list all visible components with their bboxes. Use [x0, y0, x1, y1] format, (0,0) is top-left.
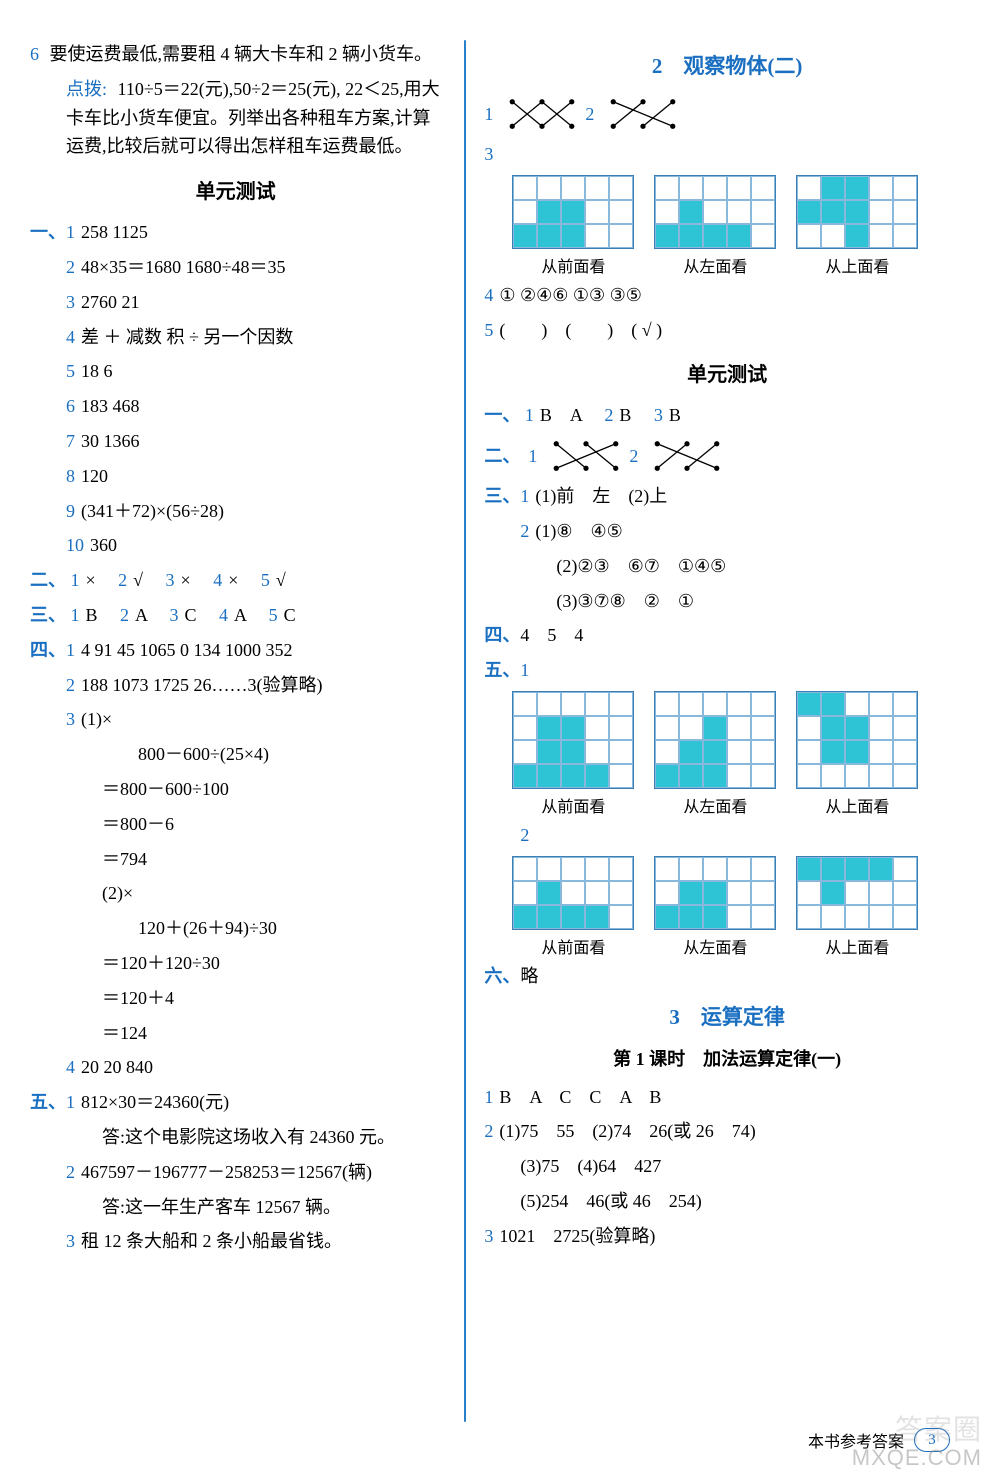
q6-text: 要使运费最低,需要租 4 辆大卡车和 2 辆小货车。: [50, 44, 433, 64]
grid-block: 从前面看: [512, 175, 634, 277]
cross-diagram-1: [507, 94, 577, 134]
sec1-row1: 一、1258 1125: [30, 218, 441, 247]
grid-caption: 从前面看: [541, 793, 605, 817]
grid-block: 从左面看: [654, 175, 776, 277]
grid-block: 从上面看: [796, 691, 918, 817]
cross-diagram-4: [652, 436, 722, 476]
sec2: 二、 1× 2√ 3× 4× 5√: [30, 566, 441, 595]
sec3: 三、 1B 2A 3C 4A 5C: [30, 601, 441, 630]
cross-diagram-2: [608, 94, 678, 134]
q3-grids: 从前面看 从左面看 从上面看: [512, 175, 970, 277]
grid-caption: 从左面看: [683, 934, 747, 958]
left-column: 6 要使运费最低,需要租 4 辆大卡车和 2 辆小货车。 点拨: 110÷5＝2…: [30, 40, 456, 1422]
grid-caption: 从左面看: [683, 253, 747, 277]
unit-test-title-right: 单元测试: [484, 358, 970, 387]
cross-diagram-3: [551, 436, 621, 476]
grid-block: 从前面看: [512, 856, 634, 958]
grid-block: 从上面看: [796, 175, 918, 277]
q6-hint: 点拨: 110÷5＝22(元),50÷2＝25(元), 22＜25,用大卡车比小…: [30, 75, 441, 161]
column-divider: [464, 40, 466, 1422]
grid-block: 从前面看: [512, 691, 634, 817]
grid-block: 从左面看: [654, 856, 776, 958]
grid-caption: 从上面看: [825, 934, 889, 958]
lesson-1-title: 第 1 课时 加法运算定律(一): [484, 1045, 970, 1071]
q6: 6 要使运费最低,需要租 4 辆大卡车和 2 辆小货车。: [30, 40, 441, 69]
hint-label: 点拨:: [66, 79, 107, 99]
unit-test-title-left: 单元测试: [30, 175, 441, 204]
grid-block: 从上面看: [796, 856, 918, 958]
sec4-1: 四、14 91 45 1065 0 134 1000 352: [30, 636, 441, 665]
title-3: 3 运算定律: [484, 1001, 970, 1031]
right-column: 2 观察物体(二) 1 2 3 从前面看从左面看从上面看 4① ②④⑥ ①③ ③…: [474, 40, 970, 1422]
q6-num: 6: [30, 44, 39, 64]
grid-block: 从左面看: [654, 691, 776, 817]
grid-caption: 从前面看: [541, 253, 605, 277]
r-q1q2: 1 2: [484, 94, 970, 134]
s5-2-grids: 从前面看 从左面看 从上面看: [512, 856, 970, 958]
watermark: 答案圈 MXQE.COM: [852, 1415, 982, 1470]
grid-caption: 从上面看: [825, 253, 889, 277]
s5-1-grids: 从前面看 从左面看 从上面看: [512, 691, 970, 817]
grid-caption: 从左面看: [683, 793, 747, 817]
grid-caption: 从上面看: [825, 793, 889, 817]
hint-text: 110÷5＝22(元),50÷2＝25(元), 22＜25,用大卡车比小货车便宜…: [66, 79, 440, 157]
title-2: 2 观察物体(二): [484, 50, 970, 80]
r-s2: 二、 1 2: [484, 436, 970, 476]
grid-caption: 从前面看: [541, 934, 605, 958]
page: 6 要使运费最低,需要租 4 辆大卡车和 2 辆小货车。 点拨: 110÷5＝2…: [0, 0, 1000, 1482]
r-s1: 一、 1B A 2B 3B: [484, 401, 970, 430]
